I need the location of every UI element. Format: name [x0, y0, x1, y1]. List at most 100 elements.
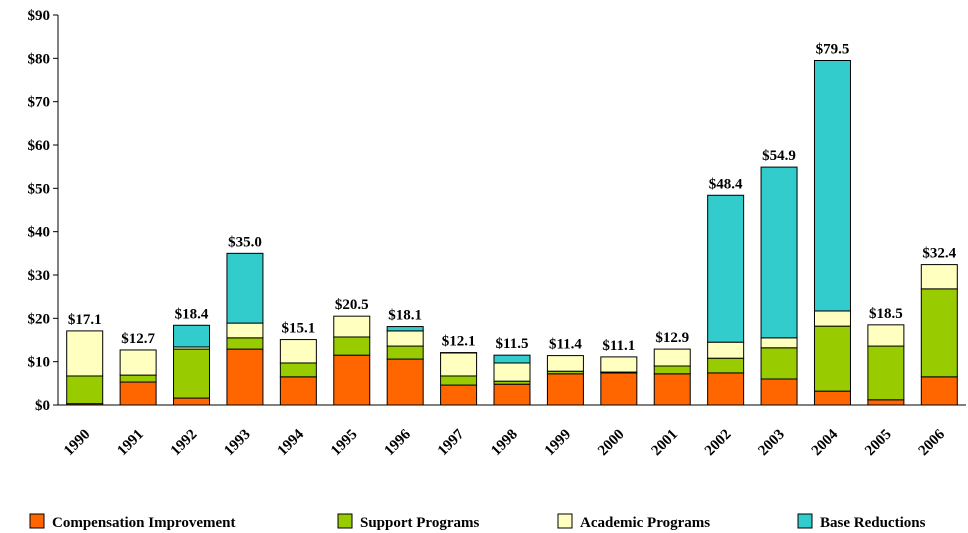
bar-segment: [386, 326, 424, 332]
bar-segment: [653, 348, 691, 367]
total-label: $20.5: [335, 297, 369, 313]
bar-segment: [867, 324, 905, 347]
bar-segment: [333, 336, 371, 356]
y-tick-label: $20: [28, 311, 51, 327]
y-tick-label: $70: [28, 95, 51, 111]
bar-segment: [760, 378, 798, 406]
x-tick-label: 1991: [114, 427, 147, 460]
bar-segment: [920, 288, 958, 378]
total-label: $18.1: [388, 308, 422, 324]
bar-segment: [546, 373, 584, 406]
bar-segment: [119, 349, 157, 376]
total-label: $17.1: [68, 312, 102, 328]
bar-segment: [920, 376, 958, 406]
bar-segment: [867, 345, 905, 401]
total-label: $12.7: [121, 331, 155, 347]
bar-segment: [66, 375, 104, 405]
bar-segment: [760, 166, 798, 339]
bar-segment: [707, 194, 745, 343]
total-label: $12.9: [655, 330, 689, 346]
total-label: $54.9: [762, 148, 796, 164]
bar-segment: [760, 347, 798, 380]
bar-segment: [546, 355, 584, 372]
bar-segment: [333, 315, 371, 338]
y-tick-label: $10: [28, 355, 51, 371]
bar-segment: [119, 374, 157, 383]
bar-segment: [493, 383, 531, 406]
bar-segment: [66, 330, 104, 377]
total-label: $18.5: [869, 306, 903, 322]
bar-segment: [386, 330, 424, 347]
bar-segment: [867, 399, 905, 406]
bar-segment: [707, 372, 745, 406]
legend-swatch: [557, 513, 573, 529]
legend-label: Compensation Improvement: [52, 515, 235, 531]
bar-segment: [813, 325, 851, 392]
x-tick-label: 1999: [542, 427, 575, 460]
y-tick-label: $0: [35, 398, 50, 414]
x-tick-label: 2001: [649, 427, 682, 460]
bar-segment: [279, 339, 317, 364]
bar-segment: [333, 354, 371, 406]
x-tick-label: 2005: [862, 427, 895, 460]
x-tick-label: 1998: [488, 427, 521, 460]
bar-segment: [760, 337, 798, 349]
bar-segment: [707, 341, 745, 359]
bar-segment: [226, 322, 264, 339]
bar-segment: [493, 354, 531, 364]
x-tick-label: 2000: [595, 427, 628, 460]
x-tick-label: 1997: [435, 426, 468, 459]
x-tick-label: 1993: [221, 427, 254, 460]
x-tick-label: 1990: [61, 427, 94, 460]
total-label: $48.4: [709, 176, 743, 192]
legend-label: Base Reductions: [820, 515, 926, 531]
legend-swatch: [29, 513, 45, 529]
total-label: $79.5: [816, 42, 850, 58]
bar-segment: [600, 372, 638, 406]
bar-segment: [493, 362, 531, 382]
legend-swatch: [797, 513, 813, 529]
y-tick-label: $30: [28, 268, 51, 284]
bar-segment: [226, 337, 264, 350]
total-label: $35.0: [228, 234, 262, 250]
bar-segment: [279, 362, 317, 378]
x-tick-label: 2004: [809, 426, 842, 459]
bar-segment: [813, 60, 851, 312]
total-label: $11.4: [549, 337, 582, 353]
bar-segment: [173, 324, 211, 348]
total-label: $18.4: [175, 306, 209, 322]
bar-segment: [440, 384, 478, 406]
y-tick-label: $90: [28, 8, 51, 24]
bar-segment: [813, 390, 851, 406]
x-tick-label: 2002: [702, 427, 735, 460]
bar-segment: [173, 348, 211, 399]
bar-segment: [226, 348, 264, 406]
total-label: $11.5: [496, 336, 529, 352]
total-label: $15.1: [281, 321, 315, 337]
x-tick-label: 1995: [328, 427, 361, 460]
bar-segment: [386, 345, 424, 360]
bar-segment: [440, 352, 478, 377]
total-label: $11.1: [602, 338, 635, 354]
bar-segment: [279, 376, 317, 406]
bar-segment: [173, 397, 211, 406]
total-label: $12.1: [442, 334, 476, 350]
y-tick-label: $50: [28, 181, 51, 197]
bar-segment: [653, 365, 691, 375]
bar-segment: [386, 358, 424, 406]
x-tick-label: 1994: [275, 426, 308, 459]
bar-segment: [600, 356, 638, 373]
x-tick-label: 1996: [381, 426, 414, 459]
total-label: $32.4: [922, 246, 956, 262]
y-tick-label: $60: [28, 138, 51, 154]
x-tick-label: 2003: [755, 427, 788, 460]
legend-label: Support Programs: [360, 515, 479, 531]
x-tick-label: 1992: [168, 427, 201, 460]
bar-segment: [440, 375, 478, 386]
x-tick-label: 2006: [916, 426, 949, 459]
bar-segment: [653, 373, 691, 406]
bar-segment: [813, 310, 851, 327]
bar-segment: [707, 357, 745, 374]
